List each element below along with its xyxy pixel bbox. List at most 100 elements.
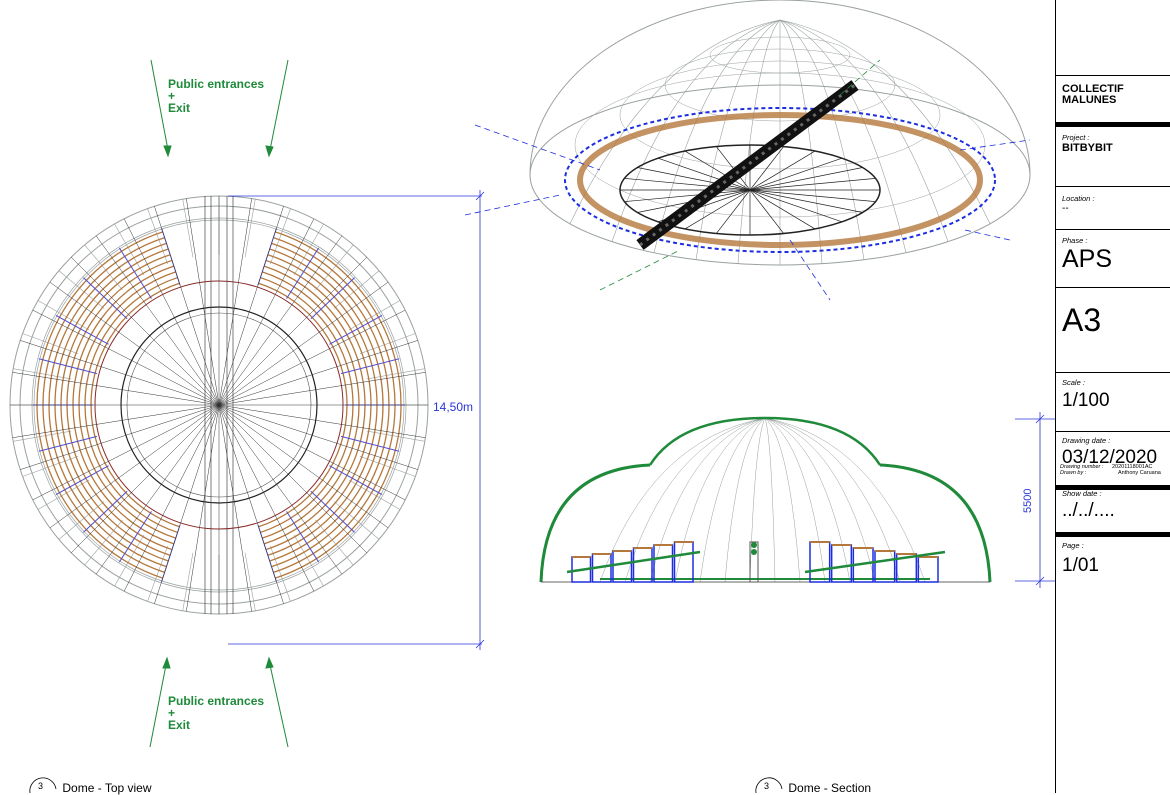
panel-rib [37,300,90,331]
panel-rib [244,552,256,611]
tb-divider [1056,229,1170,230]
stand-frame [673,541,694,583]
radial-beam [123,218,220,406]
radial-beam [95,235,220,406]
radial-beam [749,146,784,191]
tb-drawing-number-label: Drawing number : [1060,464,1104,470]
radial-beam [218,340,418,406]
height-dimension [1015,412,1055,588]
height-label: 5500 [1022,489,1034,513]
panel-rib [58,270,105,309]
tb-page: 1/01 [1062,555,1099,576]
seat-divider [83,490,128,533]
radial-beam [218,404,426,438]
tb-drawing-date-label: Drawing date : [1062,436,1111,445]
radial-beam [218,404,389,529]
seat-divider [329,314,383,345]
radial-beam [95,404,220,575]
stand-brace [804,550,946,574]
radial-beam [218,404,252,612]
dome-rib [695,19,781,260]
tb-page-label: Page : [1062,541,1084,550]
panel-rib [147,208,168,265]
panel-rib [84,519,123,566]
panel-rib [348,479,401,510]
guy-line [599,249,681,291]
radial-beam [218,206,284,406]
seat-divider [310,490,355,533]
radial-beam [749,150,816,191]
seat-divider [286,511,320,563]
panel-rib [366,368,425,380]
tb-divider [1056,122,1170,127]
seat-divider [38,358,98,375]
panel-rib [37,479,90,510]
panel-rib [114,534,145,587]
radial-beam [186,404,220,612]
tb-show-date: ../../.... [1062,500,1115,521]
section-rib [599,417,766,583]
dome-ring [664,48,896,122]
radial-beam [12,404,220,438]
entrance-note-top: Public entrances + Exit [168,78,264,114]
central-truss [636,80,859,250]
view-markers [29,777,783,793]
seat-divider [118,511,152,563]
panel-rib [182,552,194,611]
entrance-note-top-text: Public entrances + Exit [168,77,265,115]
radial-beam [657,157,751,191]
guy-line [464,194,561,216]
radial-beam [49,404,220,529]
radial-beam [749,189,816,230]
diameter-dimension [228,190,485,650]
guy-line [474,124,601,171]
mast-head [751,549,757,555]
radial-beam [749,189,784,234]
seating-ring [577,112,983,248]
radial-beam [123,404,220,592]
panel-rib [359,333,416,354]
tb-location-label: Location : [1062,194,1095,203]
caption-top-view: 3 Dome - Top view [38,781,152,795]
dome-rib [737,19,781,264]
tb-format: A3 [1062,302,1102,338]
panel-rib [348,300,401,331]
radial-beam [749,189,876,202]
panel-rib [359,456,416,477]
radial-beam [218,218,315,406]
radial-beam [684,150,751,191]
mast-head [751,542,757,548]
radial-beam [32,404,220,501]
radial-beam [218,281,389,406]
section-rib [764,417,876,583]
tb-drawn-by-label: Drawn by : [1060,470,1087,476]
seat-divider [329,465,383,496]
structure-ring [564,107,996,253]
seat-divider [310,277,355,320]
radial-beam [749,189,863,213]
radial-beam [749,167,863,191]
section-rib [764,417,901,583]
radial-beam [749,157,843,191]
radial-beam [20,340,220,406]
guy-line [789,239,831,301]
stand-frame [653,544,674,583]
radial-beam [218,372,426,406]
radial-beam [154,206,220,406]
seat-divider [118,247,152,299]
tb-drawing-date: 03/12/2020 [1062,447,1158,468]
stand-brace [566,550,701,574]
panel-rib [147,545,168,602]
panel-rib [315,244,354,291]
dome-perspective-view [464,0,1031,301]
dome-rib [779,19,823,264]
dome-ring [709,36,851,74]
tb-phase: APS [1062,245,1113,273]
seat-divider [55,465,109,496]
entrance-arrows [149,59,289,748]
radial-beam [749,189,843,223]
caption-top-view-number: 3 [38,781,44,791]
radial-beam [637,167,751,191]
panel-rib [366,430,425,442]
dome-top-view [9,195,429,615]
